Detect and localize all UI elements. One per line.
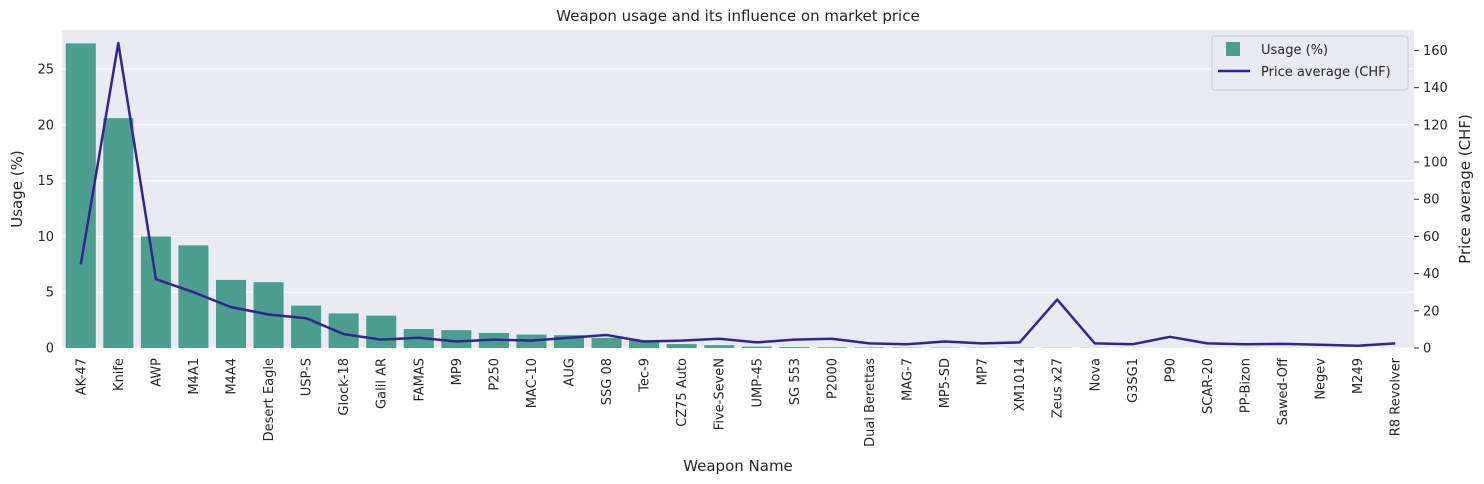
line-series — [79, 41, 1396, 348]
x-tick-label: MP5-SD — [938, 358, 953, 408]
bar — [741, 346, 772, 348]
x-tick-label: Negev — [1314, 358, 1329, 400]
y2-tick-label: 80 — [1423, 193, 1440, 208]
x-tick-label: SSG 08 — [600, 358, 615, 405]
y-tick-label: 10 — [37, 230, 54, 245]
x-tick-label: PP-Bizon — [1239, 358, 1254, 413]
x-tick-label: MP7 — [976, 358, 991, 385]
y2-axis-title: Price average (CHF) — [1456, 114, 1474, 264]
x-tick-label: MP9 — [450, 358, 465, 385]
x-tick-label: R8 Revolver — [1389, 357, 1404, 436]
x-tick-label: Five-SeveN — [713, 358, 728, 430]
bar — [103, 118, 134, 348]
y-axis-title: Usage (%) — [8, 150, 26, 227]
y2-tick-label: 160 — [1423, 44, 1448, 59]
x-tick-label: Desert Eagle — [262, 358, 277, 441]
x-tick-label: P90 — [1163, 358, 1178, 382]
x-tick-label: M4A1 — [187, 358, 202, 395]
x-tick-label: P2000 — [825, 358, 840, 399]
bar-series — [65, 43, 1411, 349]
x-tick-label: CZ75 Auto — [675, 358, 690, 427]
y2-axis-ticks: 0 20 40 60 80 100 120 140 160 — [1414, 44, 1448, 357]
x-tick-label: Knife — [112, 358, 127, 391]
x-tick-label: SG 553 — [788, 358, 803, 405]
x-tick-label: Dual Berettas — [863, 358, 878, 447]
chart-title: Weapon usage and its influence on market… — [556, 7, 919, 25]
bar — [140, 236, 171, 348]
x-tick-label: AK-47 — [74, 358, 89, 395]
bar — [629, 340, 660, 348]
x-tick-label: Zeus x27 — [1051, 358, 1066, 418]
x-tick-label: Glock-18 — [337, 358, 352, 416]
x-tick-label: MAG-7 — [901, 358, 916, 401]
y-axis-ticks: 0 5 10 15 20 25 — [37, 63, 54, 357]
bar — [65, 43, 96, 349]
x-tick-label: SCAR-20 — [1201, 358, 1216, 414]
legend-box — [1211, 35, 1409, 91]
x-tick-label: MAC-10 — [525, 358, 540, 408]
x-tick-label: FAMAS — [412, 358, 427, 402]
y2-tick-label: 120 — [1423, 118, 1448, 133]
bar — [291, 305, 322, 348]
bar — [816, 347, 847, 348]
bar — [779, 347, 810, 348]
bar — [366, 315, 397, 348]
y-tick-label: 5 — [46, 286, 54, 301]
grid-lines — [62, 68, 1414, 349]
y2-tick-label: 60 — [1423, 230, 1440, 245]
x-tick-label: P250 — [487, 358, 502, 391]
x-tick-label: AWP — [149, 358, 164, 387]
legend: Usage (%) Price average (CHF) — [1211, 35, 1409, 91]
legend-label-usage: Usage (%) — [1261, 43, 1328, 58]
bar — [441, 330, 472, 348]
x-axis-ticks: AK-47 Knife AWP M4A1 M4A4 Desert Eagle USP-S Gl… — [74, 357, 1403, 447]
x-tick-label: Tec-9 — [638, 358, 653, 393]
x-tick-label: M4A4 — [225, 358, 240, 395]
y-tick-label: 15 — [37, 174, 54, 189]
bar — [215, 279, 247, 348]
x-tick-label: G3SG1 — [1126, 358, 1141, 403]
plot-background — [62, 30, 1414, 348]
x-tick-label: M249 — [1351, 358, 1366, 394]
price-line — [79, 41, 1396, 348]
x-tick-label: Nova — [1088, 358, 1103, 391]
y-tick-label: 25 — [37, 63, 54, 78]
bar — [704, 345, 735, 348]
y2-tick-label: 140 — [1423, 81, 1448, 96]
x-tick-label: Galil AR — [375, 358, 390, 409]
x-tick-label: AUG — [563, 358, 578, 386]
legend-bar-swatch — [1226, 42, 1240, 56]
y2-tick-label: 0 — [1423, 342, 1431, 357]
y2-tick-label: 100 — [1423, 156, 1448, 171]
y2-tick-label: 20 — [1423, 304, 1440, 319]
x-tick-label: XM1014 — [1013, 358, 1028, 411]
legend-label-price: Price average (CHF) — [1261, 65, 1391, 80]
y-tick-label: 0 — [46, 342, 54, 357]
bar — [666, 344, 697, 348]
x-tick-label: UMP-45 — [750, 358, 765, 408]
x-tick-label: USP-S — [300, 358, 315, 396]
y-tick-label: 20 — [37, 118, 54, 133]
bar — [591, 337, 622, 348]
y2-tick-label: 40 — [1423, 267, 1440, 282]
x-axis-title: Weapon Name — [683, 457, 793, 475]
x-tick-label: Sawed-Off — [1276, 357, 1291, 425]
